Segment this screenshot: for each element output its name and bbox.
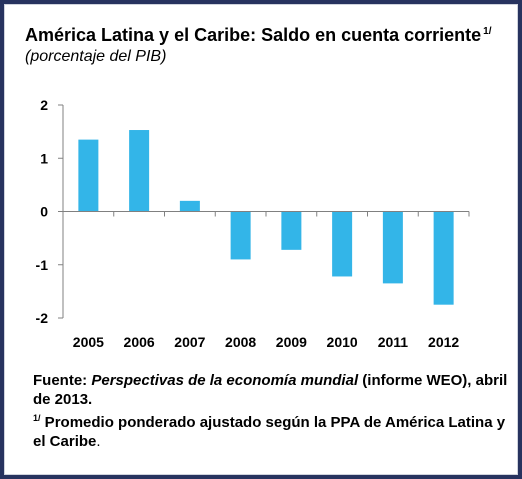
bar-2012 <box>433 211 454 305</box>
footnote-end: . <box>96 433 101 450</box>
axes-group <box>58 104 470 319</box>
x-tick-labels: 2005 2006 2007 2008 2009 2010 2011 2012 <box>73 334 460 350</box>
source-title: Perspectivas de la economía mundial <box>91 372 359 389</box>
bar-2009 <box>281 211 302 250</box>
x-tick-label: 2008 <box>225 334 256 350</box>
bar-2008 <box>230 211 251 260</box>
bar-2006 <box>129 130 150 212</box>
x-tick-label: 2005 <box>73 334 104 350</box>
y-tick-labels: 2 1 0 -1 -2 <box>36 97 49 326</box>
footnote: 1/ Promedio ponderado ajustado según la … <box>33 409 511 451</box>
x-tick-label: 2010 <box>327 334 358 350</box>
y-tick-label: 2 <box>40 97 48 113</box>
y-tick-label: 0 <box>40 204 48 220</box>
title-block: América Latina y el Caribe: Saldo en cue… <box>25 21 515 67</box>
source-note: Fuente: Perspectivas de la economía mund… <box>33 371 511 409</box>
chart-title: América Latina y el Caribe: Saldo en cue… <box>25 21 515 46</box>
x-tick-label: 2006 <box>124 334 155 350</box>
chart-panel: América Latina y el Caribe: Saldo en cue… <box>4 4 518 475</box>
bar-2005 <box>78 139 99 212</box>
bars-group <box>78 130 454 305</box>
bar-2007 <box>179 200 200 212</box>
source-prefix: Fuente: <box>33 372 92 389</box>
footnote-mark: 1/ <box>33 413 41 423</box>
chart-subtitle: (porcentaje del PIB) <box>25 48 167 65</box>
x-tick-label: 2011 <box>378 334 409 350</box>
chart-title-text: América Latina y el Caribe: Saldo en cue… <box>25 25 482 45</box>
y-tick-label: 1 <box>40 150 48 166</box>
bar-2011 <box>382 211 403 284</box>
bar-chart: 2 1 0 -1 -2 2005 2006 2007 2008 2009 2010 2011 2012 <box>36 97 470 350</box>
y-tick-label: -2 <box>36 310 49 326</box>
footnote-text: Promedio ponderado ajustado según la PPA… <box>33 414 506 450</box>
source-suffix: (informe WEO), abril de 2013. <box>33 372 508 408</box>
x-tick-label: 2012 <box>428 334 459 350</box>
x-tick-label: 2009 <box>276 334 307 350</box>
chart-notes: Fuente: Perspectivas de la economía mund… <box>33 371 511 451</box>
x-tick-label: 2007 <box>174 334 205 350</box>
bar-2010 <box>332 211 353 277</box>
title-footnote-mark: 1/ <box>483 26 492 37</box>
y-tick-label: -1 <box>36 257 49 273</box>
